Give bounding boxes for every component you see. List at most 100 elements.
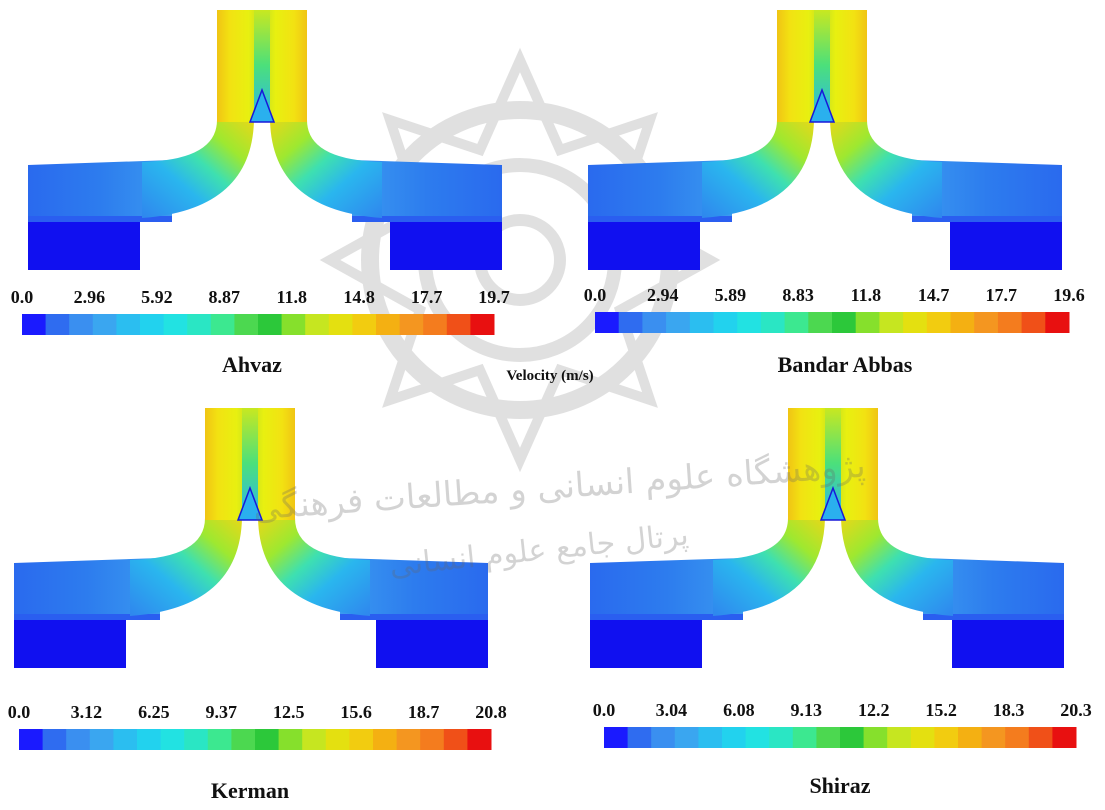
colorbar-segment xyxy=(1028,727,1053,748)
svg-text:پژوهشگاه علوم انسانی و مطالعات: پژوهشگاه علوم انسانی و مطالعات فرهنگی xyxy=(252,446,867,529)
colorbar-segment xyxy=(396,729,421,750)
colorbar-segment xyxy=(627,727,652,748)
colorbar-tick-label: 14.7 xyxy=(918,285,950,305)
colorbar-segment xyxy=(446,314,471,335)
colorbar-segment xyxy=(642,312,667,333)
right-jet-column xyxy=(830,10,867,122)
right-lower-strip xyxy=(352,216,502,222)
colorbar-tick-label: 9.13 xyxy=(791,700,823,720)
colorbar-segment xyxy=(981,727,1006,748)
colorbar-segment xyxy=(184,729,209,750)
colorbar-tick-label: 2.94 xyxy=(647,285,679,305)
right-channel xyxy=(912,160,1062,218)
right-channel xyxy=(923,558,1064,616)
colorbar-segment xyxy=(470,314,495,335)
colorbar-tick-label: 5.89 xyxy=(715,285,747,305)
center-gap xyxy=(825,408,841,518)
colorbar-segment xyxy=(467,729,492,750)
colorbar-segment xyxy=(420,729,445,750)
right-lower-block xyxy=(950,218,1062,270)
colorbar-tick-label: 12.2 xyxy=(858,700,890,720)
right-bend xyxy=(841,518,953,616)
colorbar-tick-label: 20.8 xyxy=(475,702,507,722)
velocity-label: Velocity (m/s) xyxy=(506,368,593,384)
left-channel xyxy=(588,160,732,218)
right-channel xyxy=(352,160,502,218)
colorbar-tick-label: 0.0 xyxy=(584,285,607,305)
colorbar-tick-label: 18.3 xyxy=(993,700,1025,720)
colorbar-segment xyxy=(187,314,212,335)
left-channel xyxy=(28,160,172,218)
colorbar-segment xyxy=(1021,312,1046,333)
colorbar-segment xyxy=(258,314,283,335)
left-bend xyxy=(713,518,825,616)
right-lower-strip xyxy=(912,216,1062,222)
colorbar-segment xyxy=(974,312,999,333)
colorbar-segment xyxy=(651,727,676,748)
colorbar-tick-label: 0.0 xyxy=(11,287,34,307)
center-gap xyxy=(814,10,830,120)
colorbar-segment xyxy=(855,312,880,333)
colorbar-segment xyxy=(45,314,70,335)
colorbar xyxy=(604,727,1077,748)
colorbar-segment xyxy=(352,314,377,335)
colorbar-segment xyxy=(863,727,888,748)
contour-panel-bandar-abbas: 0.0 2.94 5.89 8.83 11.8 14.7 17.7 19.6 Bandar Ab… xyxy=(584,10,1085,377)
colorbar-tick-label: 0.0 xyxy=(593,700,616,720)
colorbar-segment xyxy=(1005,727,1030,748)
colorbar-segment xyxy=(140,314,165,335)
left-lower-strip xyxy=(588,216,732,222)
right-lower-block xyxy=(390,218,502,270)
colorbar-segment xyxy=(92,314,117,335)
colorbar-tick-label: 12.5 xyxy=(273,702,305,722)
colorbar-segment xyxy=(816,727,841,748)
colorbar-segment xyxy=(926,312,951,333)
colorbar-segment xyxy=(745,727,770,748)
colorbar-segment xyxy=(22,314,47,335)
right-bend xyxy=(830,120,942,218)
colorbar-segment xyxy=(713,312,738,333)
left-jet-column xyxy=(205,408,242,520)
colorbar-segment xyxy=(281,314,306,335)
colorbar-segment xyxy=(840,727,865,748)
left-lower-strip xyxy=(28,216,172,222)
left-bend xyxy=(702,120,814,218)
nozzle-tip xyxy=(808,87,836,123)
right-jet-column xyxy=(258,408,295,520)
colorbar-tick-label: 19.7 xyxy=(478,287,510,307)
contour-panel-ahvaz: 0.0 2.96 5.92 8.87 11.8 14.8 17.7 19.7 Ahvaz xyxy=(11,10,510,377)
colorbar-segment xyxy=(769,727,794,748)
colorbar-tick-label: 11.8 xyxy=(276,287,307,307)
contour-panel-shiraz: 0.0 3.04 6.08 9.13 12.2 15.2 18.3 20.3 Shiraz xyxy=(590,408,1092,798)
colorbar-segment xyxy=(160,729,185,750)
colorbar-tick-label: 9.37 xyxy=(206,702,238,722)
colorbar-segment xyxy=(808,312,833,333)
right-lower-strip xyxy=(923,614,1064,620)
nozzle-tip xyxy=(248,87,276,123)
colorbar-segment xyxy=(958,727,983,748)
colorbar-segment xyxy=(722,727,747,748)
colorbar-segment xyxy=(399,314,424,335)
colorbar-segment xyxy=(737,312,762,333)
panel-title: Ahvaz xyxy=(222,352,282,377)
colorbar xyxy=(19,729,492,750)
right-lower-block xyxy=(376,616,488,668)
colorbar-tick-label: 14.8 xyxy=(343,287,375,307)
left-lower-strip xyxy=(14,614,160,620)
right-jet-column xyxy=(841,408,878,520)
colorbar-segment xyxy=(595,312,620,333)
colorbar-segment xyxy=(116,314,141,335)
colorbar-segment xyxy=(66,729,91,750)
colorbar-segment xyxy=(903,312,928,333)
colorbar-segment xyxy=(832,312,857,333)
right-lower-strip xyxy=(340,614,488,620)
panel-title: Shiraz xyxy=(809,773,870,798)
colorbar-segment xyxy=(443,729,468,750)
left-channel xyxy=(590,558,743,616)
center-gap xyxy=(254,10,270,120)
colorbar-segment xyxy=(207,729,232,750)
colorbar-segment xyxy=(113,729,138,750)
colorbar-segment xyxy=(997,312,1023,333)
colorbar-segment xyxy=(278,729,303,750)
left-bend xyxy=(130,518,242,616)
